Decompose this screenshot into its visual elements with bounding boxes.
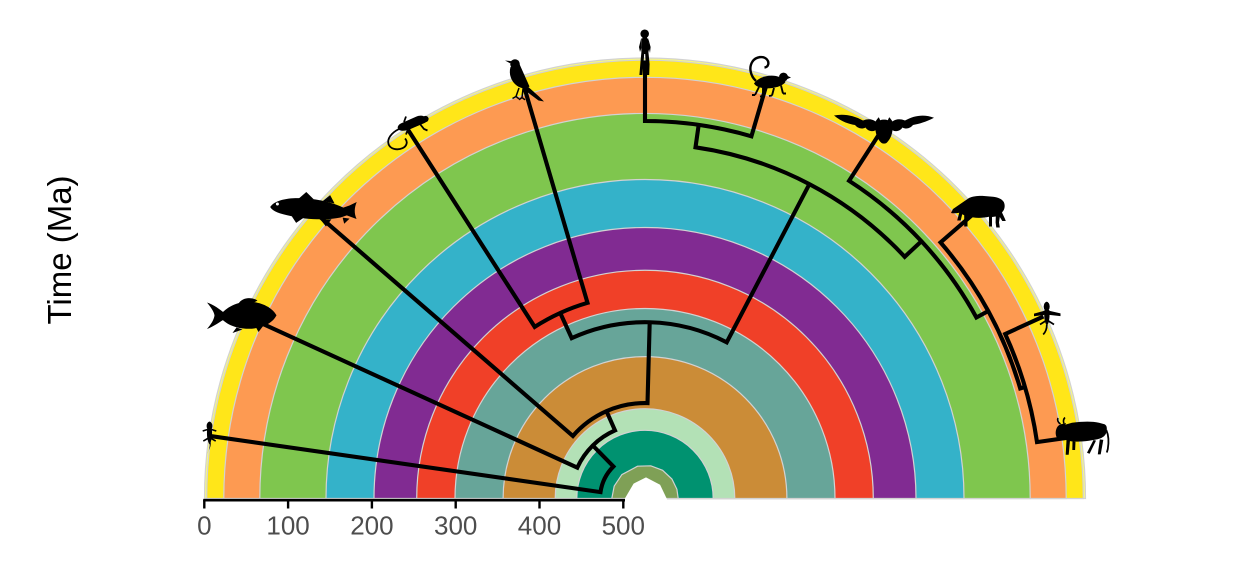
svg-text:400: 400 (518, 511, 561, 541)
svg-text:500: 500 (602, 511, 645, 541)
svg-text:100: 100 (266, 511, 309, 541)
svg-text:Time (Ma): Time (Ma) (41, 175, 78, 324)
svg-text:300: 300 (434, 511, 477, 541)
svg-text:200: 200 (350, 511, 393, 541)
svg-text:0: 0 (197, 511, 211, 541)
